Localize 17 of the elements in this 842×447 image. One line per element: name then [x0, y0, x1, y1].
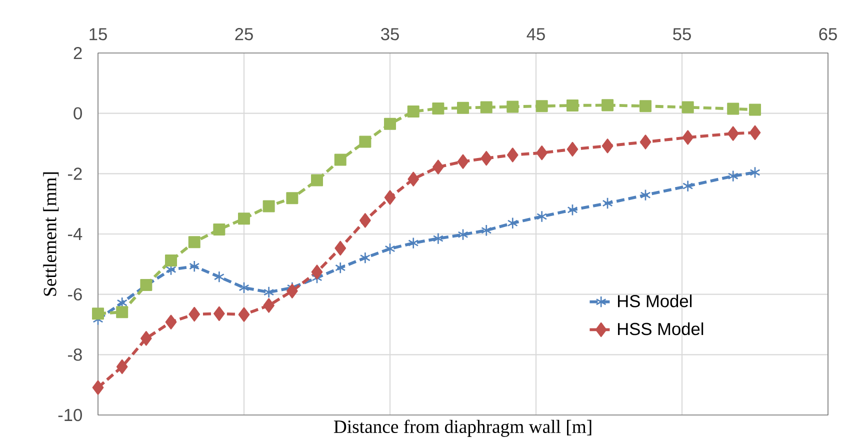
y-axis-title: Settlement [mm]	[43, 172, 59, 296]
y-tick-label: -8	[68, 348, 82, 361]
x-tick-label: 55	[673, 28, 691, 40]
y-tick-label: -10	[58, 408, 82, 422]
x-tick-label: 45	[526, 28, 545, 40]
y-tick-label: 0	[74, 107, 82, 120]
y-tick-label: -2	[68, 168, 82, 180]
legend-label: HS Model	[618, 294, 692, 308]
x-tick-label: 25	[235, 28, 253, 40]
x-tick-label: 65	[819, 28, 837, 40]
legend-label: HSS Model	[618, 322, 704, 336]
x-tick-label: 35	[381, 28, 399, 40]
x-axis-title: Distance from diaphragm wall [m]	[334, 420, 592, 437]
y-tick-label: -6	[68, 288, 82, 300]
y-tick-label: -4	[68, 228, 82, 240]
x-tick-label: 15	[90, 28, 107, 40]
y-tick-label: 2	[74, 46, 82, 60]
